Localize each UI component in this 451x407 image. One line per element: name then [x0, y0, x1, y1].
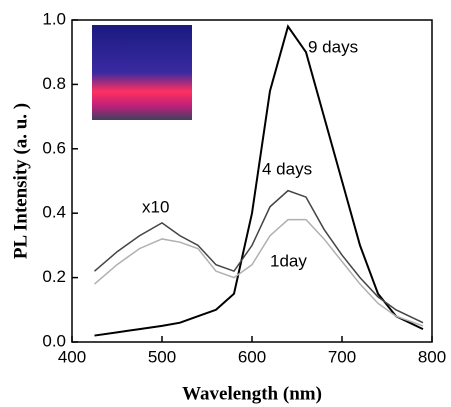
series-line — [94, 189, 424, 324]
y-tick-label: 0.8 — [42, 74, 66, 93]
y-axis-label: PL Intensity (a. u. ) — [10, 103, 31, 259]
y-tick-label: 0.6 — [42, 138, 66, 157]
series-line — [94, 218, 424, 327]
x-tick-label: 600 — [238, 347, 266, 366]
x-tick-label: 500 — [148, 347, 176, 366]
x-axis-label: Wavelength (nm) — [182, 383, 322, 404]
series-label: 1day — [270, 251, 307, 270]
series-line — [94, 24, 424, 337]
inset-photo — [92, 25, 192, 120]
y-tick-label: 1.0 — [42, 9, 66, 28]
x-tick-label: 400 — [58, 347, 86, 366]
y-tick-label: 0.2 — [42, 267, 66, 286]
annotation: x10 — [142, 197, 169, 216]
x-tick-label: 700 — [328, 347, 356, 366]
x-tick-label: 800 — [418, 347, 446, 366]
series-label: 4 days — [262, 159, 312, 178]
y-tick-label: 0.4 — [42, 203, 66, 222]
series-label: 9 days — [308, 37, 358, 56]
y-tick-label: 0.0 — [42, 331, 66, 350]
